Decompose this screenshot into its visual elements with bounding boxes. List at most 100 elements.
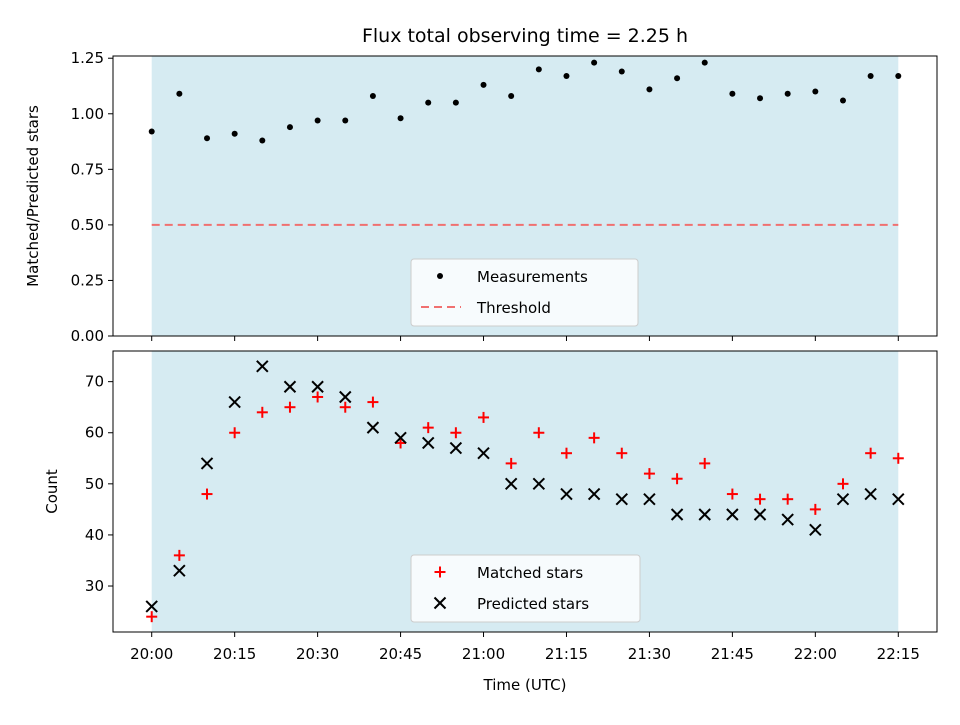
predicted-point bbox=[864, 487, 877, 501]
predicted-point bbox=[726, 508, 739, 521]
predicted-point bbox=[449, 441, 463, 455]
x-stroke-b bbox=[836, 492, 850, 506]
bottom-y-tick-label: 60 bbox=[85, 424, 104, 442]
bottom-panel: 30 40 50 60 70 20:00 20:15 20:30 20:45 21:00 21:1… bbox=[43, 350, 938, 694]
x-tick-label: 22:15 bbox=[877, 645, 920, 663]
matched-point bbox=[450, 427, 462, 439]
top-legend: Measurements Threshold bbox=[410, 258, 639, 327]
measurement-point bbox=[701, 59, 708, 66]
predicted-point bbox=[643, 492, 656, 506]
measurement-point bbox=[508, 93, 515, 99]
predicted-point bbox=[836, 492, 850, 506]
top-y-tick-label: 0.25 bbox=[71, 271, 104, 289]
predicted-point bbox=[311, 380, 324, 393]
matched-point bbox=[837, 478, 849, 490]
measurement-point bbox=[204, 135, 211, 142]
matched-point bbox=[478, 411, 490, 423]
matched-point bbox=[312, 391, 324, 403]
bottom-y-tick-label: 30 bbox=[85, 577, 104, 595]
bottom-legend-box bbox=[410, 554, 641, 623]
predicted-point bbox=[200, 457, 214, 470]
measurement-point bbox=[397, 115, 404, 122]
x-tick-label: 22:00 bbox=[794, 645, 837, 663]
x-stroke-b bbox=[643, 492, 656, 506]
x-stroke-b bbox=[433, 596, 447, 610]
bottom-y-ticks: 30 40 50 60 70 bbox=[85, 373, 113, 595]
x-stroke-b bbox=[698, 508, 711, 521]
predicted-point bbox=[670, 508, 684, 521]
x-stroke-b bbox=[670, 508, 684, 521]
measurement-point bbox=[646, 86, 653, 93]
matched-point bbox=[643, 468, 655, 480]
x-stroke-b bbox=[283, 380, 297, 393]
x-stroke-b bbox=[753, 508, 767, 521]
matched-point bbox=[754, 493, 766, 505]
top-y-axis-label: Matched/Predicted stars bbox=[24, 105, 42, 287]
predicted-point bbox=[173, 564, 186, 577]
bottom-x-ticks: 20:00 20:15 20:30 20:45 21:00 21:15 21:30 21:45… bbox=[130, 632, 920, 663]
top-x-ticks bbox=[151, 336, 899, 341]
x-tick-label: 21:30 bbox=[628, 645, 671, 663]
measurement-point bbox=[895, 73, 902, 79]
predicted-point bbox=[560, 487, 573, 501]
measurement-point bbox=[425, 99, 432, 106]
x-tick-label: 20:00 bbox=[130, 645, 173, 663]
x-stroke-b bbox=[809, 523, 822, 537]
matched-point bbox=[699, 457, 711, 469]
measurement-point bbox=[591, 59, 598, 66]
top-points-layer bbox=[148, 59, 902, 144]
top-y-tick-label: 1.00 bbox=[71, 105, 104, 123]
predicted-point bbox=[339, 390, 352, 404]
x-stroke-b bbox=[726, 508, 739, 521]
top-axes-frame bbox=[112, 55, 938, 337]
matched-point bbox=[671, 473, 683, 485]
top-y-tick-label: 1.25 bbox=[71, 49, 104, 67]
x-stroke-b bbox=[394, 431, 407, 445]
legend-measurements-marker bbox=[437, 273, 443, 279]
predicted-point bbox=[366, 421, 380, 434]
legend-matched-label: Matched stars bbox=[477, 564, 583, 582]
matched-point bbox=[533, 427, 545, 439]
matched-point bbox=[256, 406, 268, 418]
x-stroke-b bbox=[422, 436, 435, 450]
measurement-point bbox=[867, 73, 874, 79]
x-tick-label: 20:45 bbox=[379, 645, 422, 663]
matched-point bbox=[284, 401, 296, 413]
predicted-point bbox=[809, 523, 822, 537]
matched-point bbox=[229, 427, 241, 439]
chart-title: Flux total observing time = 2.25 h bbox=[362, 25, 688, 47]
predicted-point bbox=[283, 380, 297, 393]
predicted-point bbox=[228, 395, 241, 409]
measurement-point bbox=[757, 95, 764, 102]
predicted-point bbox=[422, 436, 435, 450]
x-tick-label: 20:30 bbox=[296, 645, 339, 663]
measurement-point bbox=[342, 117, 349, 124]
x-stroke-b bbox=[366, 421, 380, 434]
legend-x bbox=[433, 596, 447, 610]
matched-point bbox=[146, 611, 158, 623]
predicted-point bbox=[781, 513, 794, 526]
x-tick-label: 21:00 bbox=[462, 645, 505, 663]
matched-point bbox=[339, 401, 351, 413]
predicted-point bbox=[892, 492, 905, 506]
legend-predicted-marker bbox=[433, 596, 447, 610]
top-y-tick-label: 0.75 bbox=[71, 160, 104, 178]
measurement-point bbox=[784, 90, 791, 97]
bottom-y-tick-label: 40 bbox=[85, 526, 104, 544]
top-panel: 0.00 0.25 0.50 0.75 1.00 1.25 Flux total obse… bbox=[24, 25, 938, 345]
x-stroke-b bbox=[587, 487, 601, 501]
top-legend-box bbox=[410, 258, 639, 327]
x-tick-label: 21:45 bbox=[711, 645, 754, 663]
bottom-legend: Matched stars Predicted stars bbox=[410, 554, 641, 623]
legend-plus bbox=[434, 566, 446, 578]
matched-point bbox=[560, 447, 572, 459]
x-stroke-b bbox=[504, 477, 518, 491]
bottom-y-tick-label: 50 bbox=[85, 475, 104, 493]
measurement-point bbox=[618, 68, 625, 75]
measurement-point bbox=[812, 88, 819, 95]
matched-point bbox=[173, 549, 185, 561]
measurement-point bbox=[148, 128, 155, 135]
matched-point bbox=[865, 447, 877, 459]
x-stroke-b bbox=[200, 457, 214, 470]
